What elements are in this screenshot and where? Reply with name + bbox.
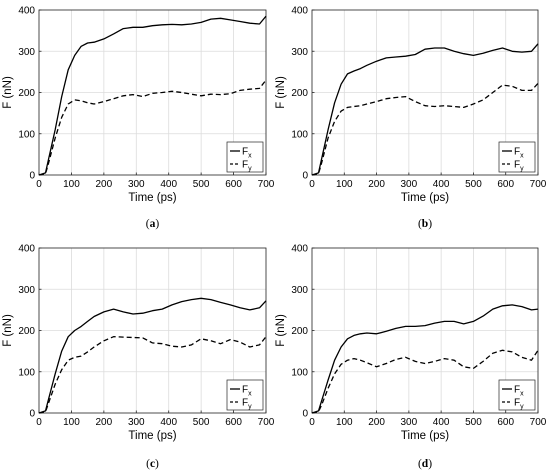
x-tick-label: 600 xyxy=(497,179,514,190)
x-axis-label: Time (ps) xyxy=(401,192,449,204)
x-tick-label: 700 xyxy=(530,179,547,190)
y-tick-label: 100 xyxy=(18,367,35,378)
chart-panel-c: 0 100 200 300 400 500 600 700 0 100 200 300 400 Time … xyxy=(2,244,275,471)
x-tick-label: 300 xyxy=(128,417,145,428)
series-line-fx xyxy=(311,304,539,414)
series-line-fy xyxy=(311,82,539,176)
y-tick-label: 300 xyxy=(291,285,308,296)
panel-caption-c: (c) xyxy=(146,458,159,470)
y-tick-label: 300 xyxy=(18,47,35,58)
x-tick-label: 100 xyxy=(63,417,80,428)
x-tick-label: 200 xyxy=(368,417,385,428)
legend-label-fy: Fy xyxy=(242,160,252,173)
x-tick-label: 600 xyxy=(225,417,242,428)
y-tick-label: 200 xyxy=(18,88,35,99)
y-tick-label: 100 xyxy=(291,367,308,378)
y-tick-label: 200 xyxy=(291,326,308,337)
y-tick-label: 0 xyxy=(302,171,308,182)
chart-panel-d: 0 100 200 300 400 500 600 700 0 100 200 300 400 Time … xyxy=(275,244,547,471)
x-tick-label: 500 xyxy=(465,179,482,190)
panel-caption-d: (d) xyxy=(418,458,432,470)
legend-box xyxy=(226,141,264,173)
legend-label-fx: Fx xyxy=(242,385,252,398)
legend-label-fx: Fx xyxy=(242,147,252,160)
x-tick-label: 700 xyxy=(258,417,275,428)
x-tick-label: 400 xyxy=(160,417,177,428)
series-line-fx xyxy=(311,43,539,176)
y-tick-label: 300 xyxy=(18,285,35,296)
y-tick-label: 200 xyxy=(291,88,308,99)
y-tick-label: 0 xyxy=(29,409,35,420)
legend-box xyxy=(498,141,536,173)
x-tick-label: 300 xyxy=(401,179,418,190)
y-tick-label: 100 xyxy=(291,129,308,140)
x-tick-label: 400 xyxy=(433,417,450,428)
y-axis-label: F (nN) xyxy=(2,76,14,109)
y-axis-label: F (nN) xyxy=(2,314,14,347)
x-tick-label: 0 xyxy=(36,417,42,428)
x-axis-label: Time (ps) xyxy=(401,430,449,442)
y-tick-label: 400 xyxy=(18,6,35,17)
x-tick-label: 200 xyxy=(96,417,113,428)
y-tick-label: 100 xyxy=(18,129,35,140)
y-tick-label: 400 xyxy=(18,244,35,255)
x-tick-label: 400 xyxy=(160,179,177,190)
x-axis-label: Time (ps) xyxy=(128,430,176,442)
legend-label-fx: Fx xyxy=(514,147,524,160)
x-tick-label: 500 xyxy=(193,417,210,428)
y-axis-label: F (nN) xyxy=(275,76,287,109)
y-axis-label: F (nN) xyxy=(275,314,287,347)
x-tick-label: 200 xyxy=(96,179,113,190)
y-tick-label: 200 xyxy=(18,326,35,337)
x-tick-label: 700 xyxy=(258,179,275,190)
x-tick-label: 300 xyxy=(401,417,418,428)
x-tick-label: 0 xyxy=(309,417,315,428)
x-tick-label: 0 xyxy=(309,179,315,190)
series-line-fx xyxy=(38,15,267,176)
legend-label-fy: Fy xyxy=(514,160,524,173)
panel-caption-a: (a) xyxy=(146,218,160,230)
x-tick-label: 0 xyxy=(36,179,42,190)
legend-label-fx: Fx xyxy=(514,385,524,398)
series-line-fx xyxy=(38,297,267,414)
x-tick-label: 100 xyxy=(336,179,353,190)
x-tick-label: 300 xyxy=(128,179,145,190)
panel-caption-b: (b) xyxy=(418,218,432,230)
legend-box xyxy=(498,379,536,411)
x-tick-label: 600 xyxy=(497,417,514,428)
x-tick-label: 400 xyxy=(433,179,450,190)
x-axis-label: Time (ps) xyxy=(128,192,176,204)
series-line-fy xyxy=(38,79,267,176)
x-tick-label: 200 xyxy=(368,179,385,190)
legend-box xyxy=(226,379,264,411)
x-tick-label: 100 xyxy=(336,417,353,428)
x-tick-label: 500 xyxy=(465,417,482,428)
series-line-fy xyxy=(38,336,267,414)
chart-panel-b: 0 100 200 300 400 500 600 700 0 100 200 300 400 Time … xyxy=(275,6,547,231)
x-tick-label: 700 xyxy=(530,417,547,428)
y-tick-label: 0 xyxy=(29,171,35,182)
legend-label-fy: Fy xyxy=(242,398,252,411)
legend-label-fy: Fy xyxy=(514,398,524,411)
y-tick-label: 300 xyxy=(291,47,308,58)
chart-panel-a: 0 100 200 300 400 500 600 700 0 100 200 300 400 Time … xyxy=(2,6,275,231)
y-tick-label: 0 xyxy=(302,409,308,420)
x-tick-label: 600 xyxy=(225,179,242,190)
y-tick-label: 400 xyxy=(291,244,308,255)
x-tick-label: 100 xyxy=(63,179,80,190)
y-tick-label: 400 xyxy=(291,6,308,17)
x-tick-label: 500 xyxy=(193,179,210,190)
